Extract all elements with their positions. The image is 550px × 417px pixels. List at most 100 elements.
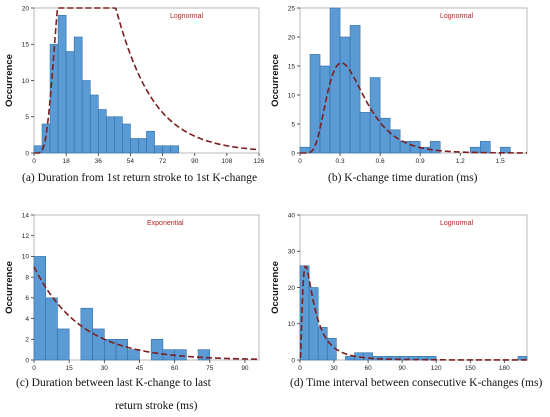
y-axis-label: Occurrence [270,54,281,107]
y-tick-label: 8 [25,274,29,281]
histogram-bar [138,138,147,154]
chart-b: 0 0.3 0.6 0.9 1.2 1.5 0 5 10 15 20 25 Occurrence Logn… [270,5,528,165]
histogram-bar [162,145,171,154]
x-tick-label: 90 [399,365,407,372]
histogram-bar [197,349,211,361]
fit-type-label: Lognormal [170,13,204,20]
x-tick-label: 90 [241,365,249,372]
histogram-bar [81,80,91,154]
histogram-bar [80,307,93,361]
y-tick-label: 4 [25,316,29,323]
y-tick-label: 10 [22,254,30,261]
x-tick-label: 120 [431,365,442,372]
histogram-bar [154,145,163,154]
y-axis-label: Occurrence [4,261,15,314]
histogram-bar [359,112,371,154]
y-tick-label: 0 [291,357,295,364]
chart-c: 0 15 30 45 60 75 90 0 2 4 6 8 10 12 14 Occurrence Expone… [4,212,260,372]
y-tick-label: 20 [22,5,30,12]
y-tick-label: 0 [291,150,295,157]
x-tick-label: 72 [159,158,167,165]
histogram-bar [308,287,319,361]
plot-area [299,214,528,361]
histogram-bar [369,77,381,154]
y-tick-label: 10 [22,78,30,85]
fitted-curve [34,7,260,154]
x-tick-label: 90 [191,158,199,165]
y-tick-label: 12 [22,233,30,240]
x-tick-label: 75 [206,365,214,372]
histogram-bar [349,25,361,154]
histogram-bar [150,338,164,361]
histogram-bar [127,349,140,361]
histogram-bar [309,54,321,154]
x-tick-label: 0 [298,158,302,165]
y-tick-label: 0 [25,357,29,364]
histogram-bar [45,297,58,361]
y-tick-label: 5 [291,121,295,128]
caption-c-line2: return stroke (ms) [115,400,198,412]
histogram-bar [122,123,131,154]
caption-d: (d) Time interval between consecutive K-… [290,377,543,389]
x-tick-label: 0.6 [376,158,385,165]
plot-area [33,214,260,361]
histogram-bar [299,146,311,154]
x-tick-label: 60 [171,365,179,372]
histogram-bar [106,116,115,154]
x-tick-label: 60 [364,365,372,372]
x-tick-label: 30 [330,365,338,372]
fit-type-label: Lognormal [440,220,474,227]
y-tick-label: 25 [288,5,296,12]
histogram-bar [130,138,139,154]
chart-d: 0 30 60 90 120 150 180 0 10 20 30 40 Occurrence Logno… [270,212,528,372]
histogram-bar [33,256,47,361]
x-tick-label: 36 [95,158,103,165]
histogram-bar [319,65,331,154]
x-tick-label: 30 [101,365,109,372]
histogram-bar [57,14,67,154]
x-tick-label: 45 [136,365,144,372]
fit-type-label: Exponential [147,220,184,227]
histogram-bar [97,109,107,154]
x-tick-label: 1.5 [496,158,505,165]
x-tick-label: 126 [254,158,265,165]
x-tick-label: 180 [499,365,510,372]
y-tick-label: 5 [25,114,29,121]
histogram-bar [115,338,129,361]
chart-a: 0 18 36 54 72 90 108 126 0 5 10 15 20 Occurrence Logno… [4,5,265,165]
y-tick-label: 20 [288,34,296,41]
histogram-bar [114,116,123,154]
x-tick-label: 15 [66,365,74,372]
y-tick-label: 10 [288,321,296,328]
y-tick-label: 15 [288,63,296,70]
histogram-bar [170,145,179,154]
fitted-curve [33,266,260,361]
x-tick-label: 18 [63,158,71,165]
y-tick-label: 10 [288,92,296,99]
histogram-bar [73,36,83,154]
y-axis-label: Occurrence [4,54,15,107]
y-tick-label: 20 [288,285,296,292]
histogram-bar [33,145,43,154]
histogram-bar [429,141,441,154]
histogram-bar [57,328,70,361]
histogram-bar [499,146,511,154]
x-tick-label: 54 [127,158,135,165]
x-tick-label: 0 [32,158,36,165]
y-tick-label: 0 [25,150,29,157]
y-tick-label: 15 [22,42,30,49]
histogram-bar [317,327,328,361]
histogram-bar [339,36,351,154]
x-tick-label: 0.3 [336,158,345,165]
fit-type-label: Lognormal [440,13,474,20]
histogram-bar [174,349,187,361]
x-tick-label: 0 [32,365,36,372]
caption-c: (c) Duration between last K-change to la… [16,377,211,389]
fitted-curve [300,62,527,154]
y-tick-label: 30 [288,249,296,256]
histogram-bar [65,51,75,154]
x-tick-label: 0 [298,365,302,372]
x-tick-label: 1.2 [456,158,465,165]
fitted-curve [299,265,527,361]
